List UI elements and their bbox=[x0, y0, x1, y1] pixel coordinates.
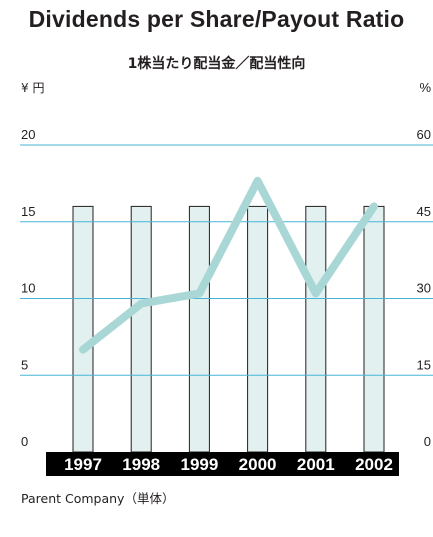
payout-ratio-line bbox=[79, 176, 378, 354]
x-tick-label: 2000 bbox=[239, 455, 277, 474]
left-tick-label: 15 bbox=[21, 204, 35, 219]
right-tick-label: 45 bbox=[417, 204, 431, 219]
x-tick-label: 1997 bbox=[64, 455, 102, 474]
left-tick-label: 0 bbox=[21, 434, 28, 449]
right-tick-label: 60 bbox=[417, 127, 431, 142]
bar bbox=[72, 205, 94, 453]
left-tick-label: 20 bbox=[21, 127, 35, 142]
bar bbox=[188, 205, 210, 453]
left-tick-label: 10 bbox=[21, 281, 35, 296]
x-tick-label: 2001 bbox=[297, 455, 335, 474]
x-axis-band bbox=[46, 452, 399, 476]
left-tick-label: 5 bbox=[21, 357, 28, 372]
left-axis-unit: ¥ 円 bbox=[21, 81, 44, 95]
x-tick-label: 1999 bbox=[180, 455, 218, 474]
right-tick-label: 30 bbox=[417, 281, 431, 296]
right-tick-label: 15 bbox=[417, 357, 431, 372]
bar bbox=[247, 205, 269, 453]
right-tick-label: 0 bbox=[424, 434, 431, 449]
chart-title: Dividends per Share/Payout Ratio bbox=[28, 6, 405, 32]
x-tick-label: 1998 bbox=[122, 455, 160, 474]
bar bbox=[363, 205, 385, 453]
bar bbox=[130, 205, 152, 453]
x-tick-label: 2002 bbox=[355, 455, 393, 474]
bar bbox=[305, 205, 327, 453]
footnote: Parent Company（単体） bbox=[21, 491, 175, 506]
right-axis-unit: % bbox=[419, 80, 431, 95]
chart-subtitle: 1株当たり配当金／配当性向 bbox=[127, 56, 306, 72]
